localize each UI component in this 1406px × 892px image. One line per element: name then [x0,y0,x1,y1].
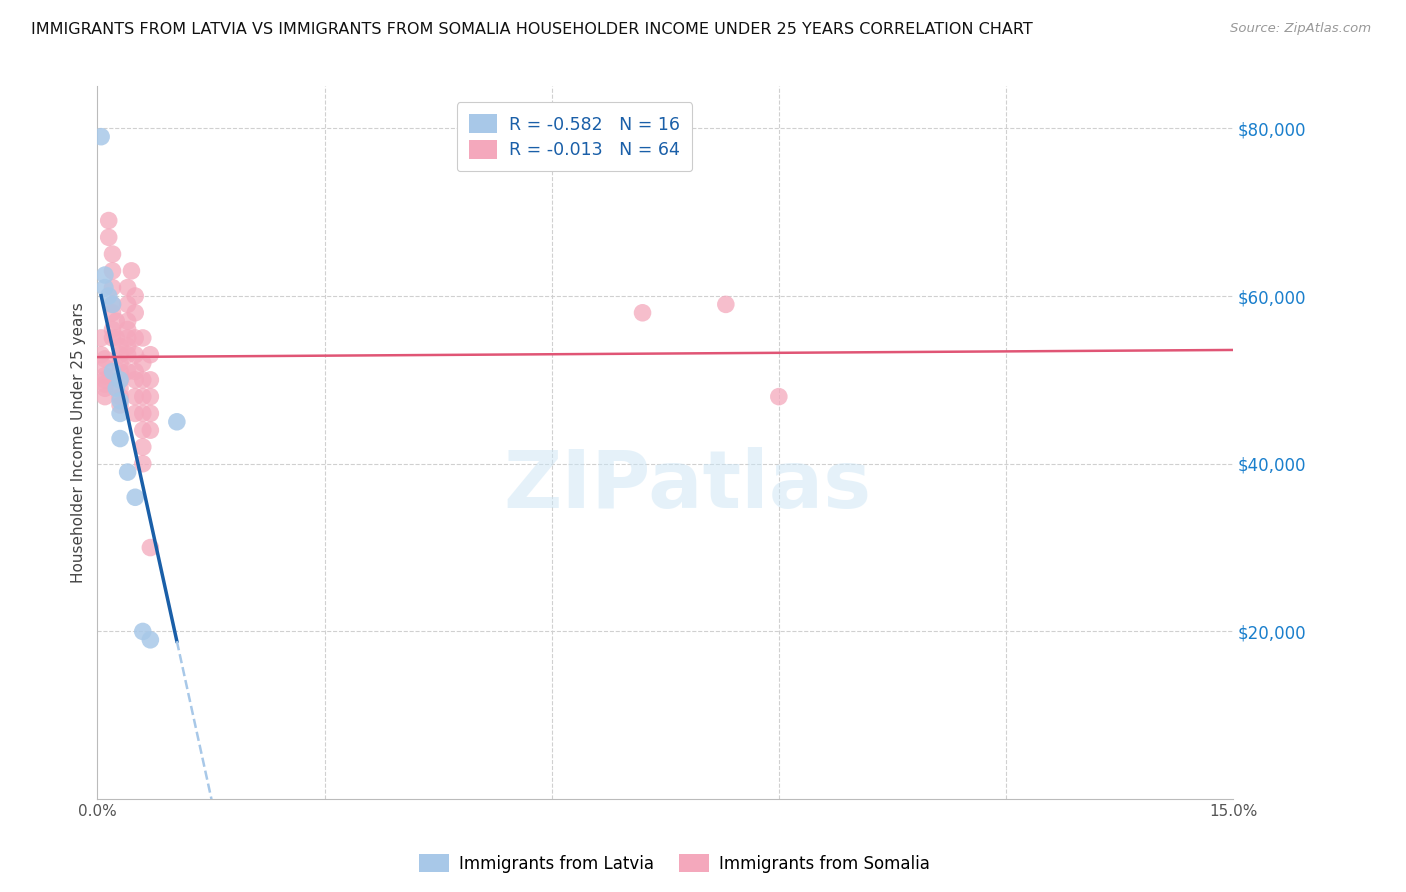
Point [117,339,139,353]
Point [90,348,112,362]
Point [101,364,124,378]
Legend: Immigrants from Latvia, Immigrants from Somalia: Immigrants from Latvia, Immigrants from … [413,847,936,880]
Point [108,390,131,404]
Legend: R = -0.582   N = 16, R = -0.013   N = 64: R = -0.582 N = 16, R = -0.013 N = 64 [457,103,692,171]
Point [124,364,146,378]
Point [94,368,117,383]
Point [108,339,131,353]
Point [139,348,162,362]
Point [108,406,131,420]
Point [105,331,128,345]
Point [108,398,131,412]
Point [94,373,117,387]
Point [90,129,112,144]
Point [132,406,155,420]
Point [101,306,124,320]
Point [117,331,139,345]
Point [132,440,155,454]
Point [108,356,131,370]
Point [108,393,131,408]
Point [108,348,131,362]
Point [124,289,146,303]
Point [139,632,162,647]
Point [117,348,139,362]
Point [631,306,654,320]
Point [124,490,146,504]
Point [94,377,117,392]
Point [166,415,188,429]
Point [94,381,117,395]
Point [132,390,155,404]
Point [97,230,120,244]
Point [94,268,117,282]
Point [105,314,128,328]
Point [94,280,117,294]
Point [108,373,131,387]
Point [124,373,146,387]
Point [108,381,131,395]
Point [94,360,117,375]
Point [101,280,124,294]
Point [139,406,162,420]
Point [94,351,117,366]
Point [101,247,124,261]
Text: IMMIGRANTS FROM LATVIA VS IMMIGRANTS FROM SOMALIA HOUSEHOLDER INCOME UNDER 25 YE: IMMIGRANTS FROM LATVIA VS IMMIGRANTS FRO… [31,22,1032,37]
Point [101,331,124,345]
Point [97,289,120,303]
Point [117,465,139,479]
Point [124,348,146,362]
Point [117,364,139,378]
Point [124,331,146,345]
Point [124,306,146,320]
Point [768,390,790,404]
Text: Source: ZipAtlas.com: Source: ZipAtlas.com [1230,22,1371,36]
Point [120,264,142,278]
Point [132,356,155,370]
Point [117,297,139,311]
Point [97,213,120,227]
Y-axis label: Householder Income Under 25 years: Householder Income Under 25 years [72,302,86,583]
Point [132,457,155,471]
Point [101,297,124,311]
Point [101,264,124,278]
Point [132,423,155,437]
Point [94,390,117,404]
Point [139,390,162,404]
Point [108,364,131,378]
Point [124,390,146,404]
Point [139,423,162,437]
Point [105,381,128,395]
Point [117,314,139,328]
Point [117,322,139,336]
Point [101,297,124,311]
Point [132,373,155,387]
Point [132,331,155,345]
Point [139,541,162,555]
Point [117,280,139,294]
Point [132,624,155,639]
Point [108,432,131,446]
Point [139,373,162,387]
Text: ZIPatlas: ZIPatlas [503,447,872,524]
Point [108,373,131,387]
Point [714,297,737,311]
Point [90,331,112,345]
Point [101,322,124,336]
Point [124,406,146,420]
